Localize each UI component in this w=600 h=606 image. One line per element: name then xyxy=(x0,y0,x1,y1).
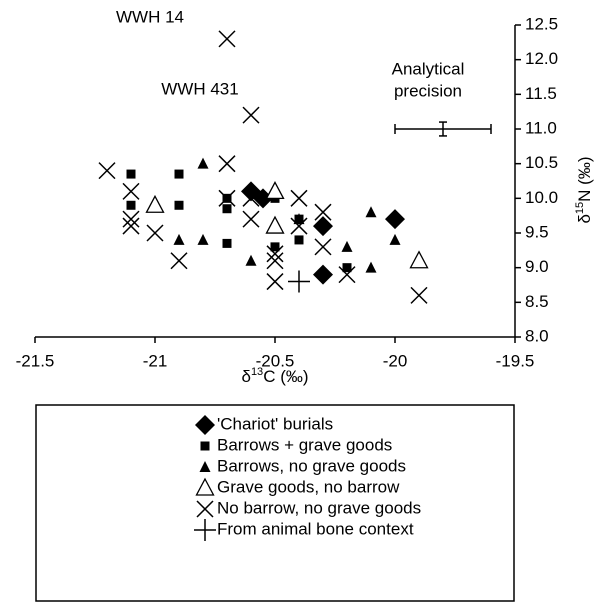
x-tick-label: -20 xyxy=(383,351,408,370)
legend-box xyxy=(35,404,515,602)
legend-marker xyxy=(195,477,215,496)
point-square xyxy=(342,263,352,273)
point-triangle xyxy=(173,233,185,245)
annotation: WWH 431 xyxy=(161,79,238,98)
y-tick-label: 8.5 xyxy=(525,292,549,311)
point-square xyxy=(174,169,184,179)
legend-marker xyxy=(200,441,210,451)
label-part: N (‰) xyxy=(575,156,594,201)
legend-label: Barrows + grave goods xyxy=(217,435,392,454)
point-cross xyxy=(290,217,308,235)
point-triangle xyxy=(197,233,209,245)
point-cross xyxy=(242,189,260,207)
point-cross xyxy=(122,217,140,235)
point-cross xyxy=(410,286,428,304)
point-cross xyxy=(146,224,164,242)
point-square xyxy=(270,242,280,252)
label-superscript: 13 xyxy=(251,366,263,378)
point-open-triangle xyxy=(409,250,429,269)
axis-label: δ13C (‰) xyxy=(241,366,308,387)
point-cross xyxy=(170,252,188,270)
point-diamond xyxy=(313,264,333,285)
axis-label: δ15N (‰) xyxy=(574,156,595,223)
point-cross xyxy=(242,210,260,228)
point-triangle xyxy=(245,254,257,266)
legend-label: Barrows, no grave goods xyxy=(217,456,406,475)
label-part: δ xyxy=(575,214,594,223)
label-part: C (‰) xyxy=(263,367,308,386)
legend-marker xyxy=(195,415,215,435)
point-cross xyxy=(218,30,236,48)
label-superscript: 15 xyxy=(574,202,586,214)
point-triangle xyxy=(365,206,377,218)
point-square xyxy=(174,200,184,210)
label-part: δ xyxy=(241,367,250,386)
y-tick-label: 12.5 xyxy=(525,14,558,33)
legend-marker xyxy=(194,519,216,541)
legend-label: From animal bone context xyxy=(217,519,414,538)
point-square xyxy=(126,200,136,210)
point-cross xyxy=(314,238,332,256)
point-triangle xyxy=(389,233,401,245)
y-tick-label: 8.0 xyxy=(525,326,549,345)
y-tick-label: 9.0 xyxy=(525,257,549,276)
point-triangle xyxy=(293,213,305,225)
point-open-triangle xyxy=(145,194,165,213)
legend-marker xyxy=(196,500,214,518)
point-cross xyxy=(218,155,236,173)
point-square xyxy=(222,238,232,248)
point-cross xyxy=(290,189,308,207)
point-diamond xyxy=(313,216,333,237)
y-tick-label: 12.0 xyxy=(525,49,558,68)
point-cross xyxy=(218,189,236,207)
annotation: WWH 14 xyxy=(116,7,184,26)
x-tick-label: -20.5 xyxy=(256,351,295,370)
precision-label: precision xyxy=(394,81,462,100)
y-tick-label: 11.0 xyxy=(525,118,557,137)
point-cross xyxy=(122,182,140,200)
y-tick-label: 10.0 xyxy=(525,188,558,207)
legend-label: 'Chariot' burials xyxy=(217,414,333,433)
y-tick-label: 9.5 xyxy=(525,222,549,241)
point-triangle xyxy=(341,240,353,252)
point-cross xyxy=(266,273,284,291)
point-open-triangle xyxy=(265,215,285,234)
point-diamond xyxy=(385,209,405,230)
legend-label: Grave goods, no barrow xyxy=(217,477,400,496)
point-plus xyxy=(288,270,310,293)
x-tick-label: -19.5 xyxy=(496,351,535,370)
point-cross xyxy=(98,162,116,180)
point-diamond xyxy=(253,188,273,209)
point-triangle xyxy=(197,157,209,169)
point-cross xyxy=(122,210,140,228)
point-cross xyxy=(242,106,260,124)
point-triangle xyxy=(365,261,377,273)
precision-label: Analytical xyxy=(392,59,465,78)
point-open-triangle xyxy=(265,181,285,200)
point-cross xyxy=(338,266,356,284)
x-tick-label: -21.5 xyxy=(16,351,55,370)
y-tick-label: 10.5 xyxy=(525,153,558,172)
x-tick-label: -21 xyxy=(143,351,168,370)
point-cross xyxy=(266,252,284,270)
point-cross xyxy=(314,203,332,221)
point-cross xyxy=(266,245,284,263)
y-tick-label: 11.5 xyxy=(525,84,557,103)
legend-marker xyxy=(199,461,211,472)
point-square xyxy=(126,169,136,179)
point-square xyxy=(294,235,304,245)
legend-label: No barrow, no grave goods xyxy=(217,498,421,517)
point-square xyxy=(222,204,232,214)
